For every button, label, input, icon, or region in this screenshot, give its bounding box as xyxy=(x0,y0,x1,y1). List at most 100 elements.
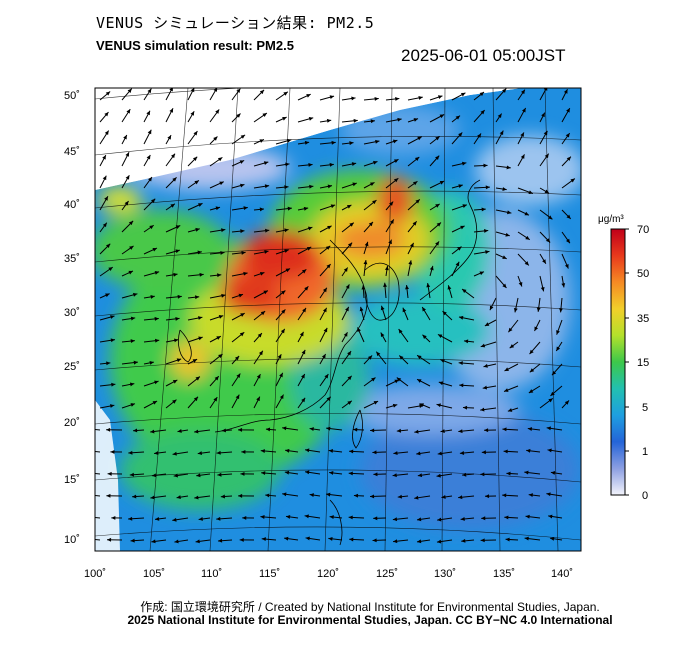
wind-arrow xyxy=(95,429,101,431)
wind-arrow-head xyxy=(284,470,290,475)
wind-arrow-head xyxy=(479,92,485,97)
wind-arrow-head xyxy=(422,307,426,312)
wind-arrow-head xyxy=(442,311,447,316)
wind-arrow-head xyxy=(260,449,265,453)
wind-arrow-head xyxy=(348,515,353,520)
wind-arrow-head xyxy=(458,429,463,434)
wind-arrow-head xyxy=(440,429,445,434)
wind-arrow-head xyxy=(321,354,326,359)
wind-arrow-head xyxy=(213,397,218,402)
wind-arrow-head xyxy=(417,473,423,478)
wind-arrow-head xyxy=(349,537,354,542)
lat-label: 20˚ xyxy=(64,417,80,429)
wind-arrow-head xyxy=(331,140,336,145)
coastlines xyxy=(178,179,481,546)
wind-arrow-head xyxy=(305,536,310,541)
lon-label: 100˚ xyxy=(84,568,106,580)
wind-arrow-head xyxy=(87,537,91,541)
wind-arrow-head xyxy=(154,316,159,321)
wind-arrow-head xyxy=(302,307,307,313)
wind-arrow-head xyxy=(177,294,182,299)
wind-arrow-head xyxy=(102,175,107,181)
wind-arrow-head xyxy=(548,514,553,519)
wind-arrow-head xyxy=(265,228,270,233)
colorbar-level: 5 xyxy=(642,402,648,414)
wind-arrow-head xyxy=(220,494,226,499)
wind-arrow-head xyxy=(309,493,314,497)
colorbar: μg/m³ 70 50 35 15 5 1 0 xyxy=(598,214,649,502)
wind-arrow-head xyxy=(388,239,392,245)
wind-arrow-head xyxy=(217,538,223,543)
wind-arrow-head xyxy=(104,112,109,117)
wind-arrow-head xyxy=(326,492,331,497)
colorbar-unit: μg/m³ xyxy=(598,214,624,225)
wind-arrow-head xyxy=(528,389,534,393)
wind-arrow-head xyxy=(217,157,223,162)
wind-arrow-head xyxy=(402,307,407,313)
wind-arrow-head xyxy=(301,349,306,355)
wind-arrow-head xyxy=(263,290,268,295)
wind-arrow-head xyxy=(154,380,159,385)
wind-arrow-head xyxy=(393,159,399,163)
wind-arrow-head xyxy=(128,516,133,521)
wind-arrow-head xyxy=(234,356,240,361)
wind-arrow-head xyxy=(301,373,305,379)
wind-arrow xyxy=(95,517,101,519)
lat-label: 50˚ xyxy=(64,90,80,102)
wind-arrow xyxy=(95,473,101,475)
wind-arrow-head xyxy=(559,308,563,313)
wind-arrow-head xyxy=(484,494,490,499)
lon-label: 110˚ xyxy=(201,568,222,580)
wind-arrow-head xyxy=(439,181,445,185)
wind-arrow-head xyxy=(462,472,467,477)
wind-arrow-head xyxy=(371,377,376,382)
wind-arrow-head xyxy=(435,155,440,160)
wind-arrow-head xyxy=(154,338,160,343)
wind-arrow-head xyxy=(347,400,352,405)
lon-label: 125˚ xyxy=(376,568,398,580)
wind-vectors xyxy=(87,88,576,544)
wind-arrow-head xyxy=(437,517,442,522)
lon-label: 115˚ xyxy=(259,568,280,580)
wind-arrow-head xyxy=(503,449,508,454)
wind-arrow-head xyxy=(192,359,198,363)
wind-arrow-head xyxy=(370,428,375,433)
wind-arrow-head xyxy=(546,492,551,497)
wind-arrow-head xyxy=(194,495,199,500)
wind-arrow-head xyxy=(259,207,264,212)
wind-arrow-head xyxy=(462,289,467,294)
wind-arrow-head xyxy=(521,89,525,95)
wind-arrow-head xyxy=(190,111,195,116)
wind-arrow-head xyxy=(483,363,488,368)
wind-arrow-head xyxy=(482,385,488,390)
wind-arrow-head xyxy=(279,372,283,378)
wind-arrow-head xyxy=(129,245,134,250)
wind-arrow-head xyxy=(520,154,525,159)
wind-arrow-head xyxy=(502,283,507,288)
wind-arrow-head xyxy=(306,94,311,98)
wind-arrow-head xyxy=(198,517,203,521)
wind-arrow-head xyxy=(372,538,377,543)
wind-arrow-head xyxy=(556,346,561,351)
wind-arrow-head xyxy=(477,133,482,138)
wind-arrow-head xyxy=(192,156,198,162)
wind-arrow-head xyxy=(239,537,244,542)
wind-arrow-head xyxy=(258,350,263,356)
wind-arrow-head xyxy=(265,493,270,498)
wind-arrow-head xyxy=(221,428,226,433)
wind-arrow-head xyxy=(279,394,284,400)
colorbar-level: 70 xyxy=(637,224,649,236)
wind-arrow-head xyxy=(438,381,444,386)
wind-arrow-head xyxy=(435,241,440,246)
wind-arrow-head xyxy=(196,473,201,478)
wind-arrow-head xyxy=(545,238,551,243)
wind-arrow-head xyxy=(108,267,113,272)
wind-arrow-head xyxy=(194,295,200,300)
wind-arrow-head xyxy=(526,448,531,453)
wind-arrow-head xyxy=(346,204,352,209)
wind-arrow-head xyxy=(194,429,199,434)
wind-arrow-head xyxy=(213,88,218,92)
wind-arrow-head xyxy=(236,373,241,378)
wind-arrow-head xyxy=(125,152,130,157)
wind-arrow-head xyxy=(304,140,310,145)
